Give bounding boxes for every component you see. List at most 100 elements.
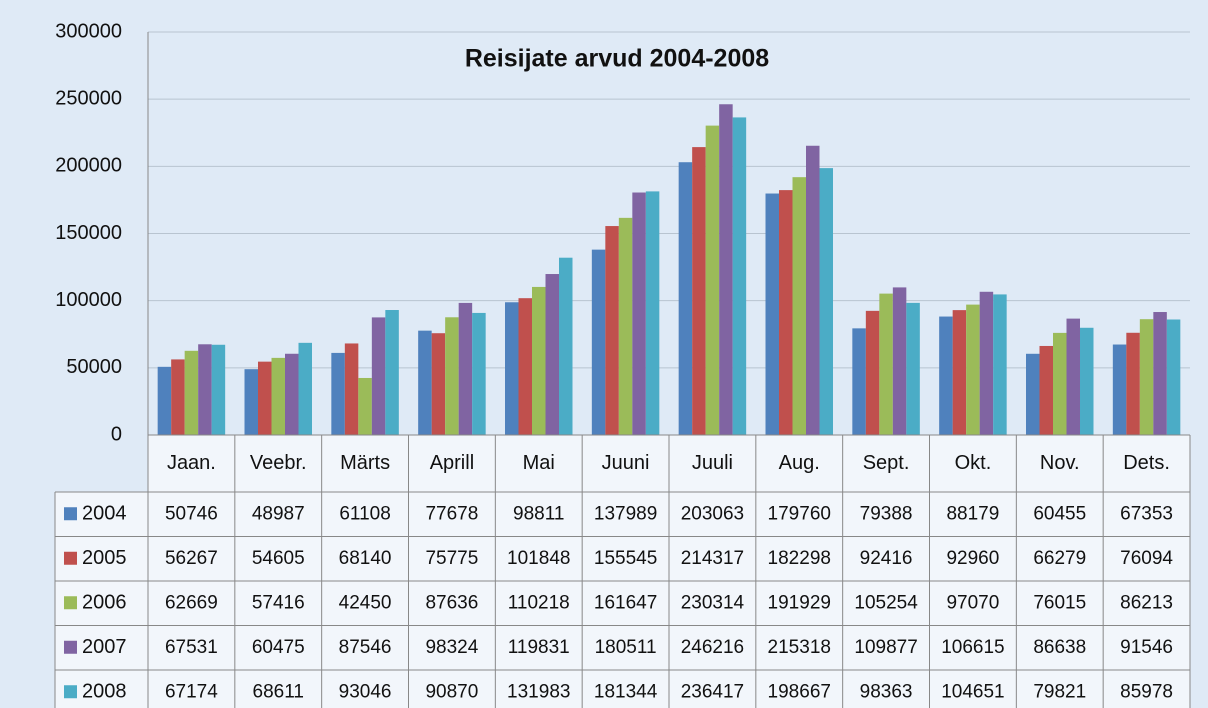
bar	[298, 342, 312, 435]
bar	[472, 312, 486, 435]
bar	[505, 302, 519, 435]
bar	[892, 287, 907, 435]
bar	[211, 344, 226, 435]
bar	[1126, 332, 1140, 435]
bar	[605, 226, 619, 435]
y-tick-label: 300000	[55, 20, 122, 42]
table-cell: 87546	[339, 637, 392, 658]
bar	[879, 293, 893, 435]
table-cell: 181344	[594, 681, 658, 702]
bar	[184, 350, 199, 435]
table-cell: 101848	[507, 548, 570, 569]
legend-key	[64, 685, 77, 699]
table-cell: 246216	[681, 637, 744, 658]
y-tick-label: 0	[111, 423, 122, 445]
legend-label: 2004	[82, 503, 127, 525]
x-tick-label: Nov.	[1040, 452, 1080, 474]
table-cell: 92960	[946, 548, 999, 569]
x-tick-label: Aprill	[430, 452, 474, 474]
table-cell: 182298	[768, 548, 831, 569]
x-tick-label: Aug.	[779, 452, 820, 474]
bar	[1153, 312, 1167, 435]
table-cell: 50746	[165, 503, 218, 524]
table-cell: 180511	[595, 637, 657, 658]
bar	[906, 302, 920, 435]
table-cell: 97070	[946, 592, 999, 613]
bar	[806, 145, 820, 435]
bar	[385, 310, 399, 435]
legend-key	[64, 507, 77, 521]
bar	[1026, 353, 1040, 435]
y-tick-label: 50000	[66, 356, 122, 378]
bar	[591, 249, 606, 435]
table-cell: 191929	[768, 592, 831, 613]
table-cell: 98811	[513, 503, 564, 524]
table-cell: 56267	[165, 548, 218, 569]
bar	[418, 330, 432, 435]
table-cell: 88179	[946, 503, 999, 524]
legend-key	[64, 551, 77, 565]
bar	[1039, 345, 1053, 435]
table-cell: 87636	[425, 592, 478, 613]
bar	[559, 257, 573, 435]
table-cell: 68611	[253, 681, 304, 702]
bar	[1080, 327, 1094, 435]
bar	[993, 294, 1007, 435]
table-cell: 77678	[425, 503, 478, 524]
bar	[852, 328, 866, 435]
table-cell: 104651	[941, 681, 1004, 702]
bar	[952, 310, 967, 435]
table-body-bg	[55, 492, 1190, 708]
table-cell: 75775	[425, 548, 478, 569]
bar	[1112, 344, 1127, 435]
table-cell: 98363	[860, 681, 913, 702]
table-cell: 79821	[1033, 681, 1086, 702]
bar	[645, 191, 660, 435]
legend-label: 2006	[82, 592, 127, 614]
table-cell: 98324	[425, 637, 478, 658]
x-tick-label: Märts	[340, 452, 390, 474]
bar	[518, 298, 532, 435]
table-cell: 61108	[339, 503, 390, 524]
bar	[819, 168, 833, 435]
bar	[344, 343, 359, 435]
bar	[271, 357, 285, 435]
bar	[445, 317, 459, 435]
table-cell: 230314	[681, 592, 745, 613]
table-cell: 42450	[339, 592, 392, 613]
x-tick-label: Jaan.	[167, 452, 216, 474]
table-cell: 137989	[594, 503, 657, 524]
table-cell: 119831	[508, 637, 570, 658]
bar	[532, 286, 546, 435]
table-cell: 86213	[1120, 592, 1173, 613]
table-cell: 67174	[165, 681, 218, 702]
table-cell: 93046	[339, 681, 392, 702]
bar	[779, 190, 793, 435]
table-cell: 90870	[425, 681, 478, 702]
bar	[458, 302, 473, 435]
bar	[1166, 319, 1181, 435]
bar	[966, 304, 980, 435]
bar	[157, 366, 172, 435]
legend-label: 2007	[82, 636, 127, 658]
x-tick-label: Juuni	[602, 452, 650, 474]
x-tick-label: Juuli	[692, 452, 733, 474]
table-cell: 215318	[768, 637, 831, 658]
table-cell: 179760	[768, 503, 831, 524]
bar	[285, 353, 299, 435]
legend-label: 2005	[82, 547, 127, 569]
bar	[431, 333, 446, 435]
bar	[632, 192, 646, 435]
table-cell: 85978	[1120, 681, 1173, 702]
bar	[732, 117, 747, 436]
chart-title: Reisijate arvud 2004-2008	[465, 45, 769, 73]
table-cell: 76015	[1033, 592, 1086, 613]
x-tick-label: Mai	[523, 452, 555, 474]
legend-key	[64, 640, 77, 654]
x-tick-label: Sept.	[863, 452, 910, 474]
table-cell: 67531	[165, 637, 218, 658]
bar	[979, 291, 994, 435]
table-cell: 105254	[854, 592, 918, 613]
bar	[545, 274, 559, 435]
bar	[719, 104, 733, 435]
